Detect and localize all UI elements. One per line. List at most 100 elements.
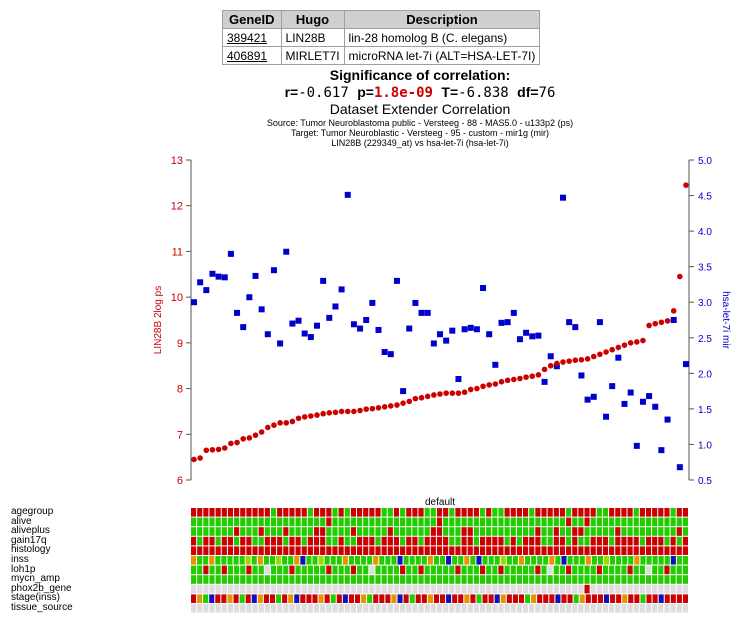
heatmap-cell bbox=[246, 604, 252, 613]
heatmap-cell bbox=[455, 527, 461, 536]
heatmap-cell bbox=[221, 517, 227, 527]
heatmap-cell bbox=[455, 575, 461, 584]
blue-point bbox=[363, 317, 370, 323]
red-point bbox=[234, 439, 240, 446]
heatmap-cell bbox=[307, 584, 313, 594]
heatmap-cell bbox=[252, 517, 258, 527]
red-point bbox=[554, 360, 560, 367]
heatmap-cell bbox=[430, 536, 436, 546]
heatmap-cell bbox=[234, 584, 240, 594]
heatmap-cell bbox=[535, 575, 541, 584]
heatmap-cell bbox=[313, 527, 320, 536]
heatmap-row-label: mycn_amp bbox=[11, 573, 60, 585]
heatmap-cell bbox=[400, 517, 406, 527]
heatmap-cell bbox=[633, 604, 639, 613]
heatmap-cell bbox=[596, 584, 602, 594]
heatmap-cell bbox=[406, 565, 412, 575]
heatmap-cell bbox=[559, 584, 566, 594]
heatmap-labels: agegroup alive aliveplus gain17q histology in… bbox=[11, 507, 73, 613]
heatmap-cell bbox=[498, 546, 504, 555]
heatmap-cell bbox=[627, 536, 633, 546]
heatmap-cell bbox=[264, 527, 270, 536]
blue-point bbox=[652, 403, 659, 410]
heatmap-cell bbox=[367, 594, 373, 603]
heatmap-cell bbox=[369, 575, 375, 584]
heatmap-cell bbox=[424, 546, 430, 555]
heatmap-cell bbox=[406, 527, 412, 536]
heatmap-cell bbox=[652, 565, 658, 575]
heatmap-cell bbox=[658, 508, 664, 517]
heatmap-cell bbox=[464, 594, 470, 603]
heatmap-cell bbox=[412, 604, 418, 613]
heatmap-cell bbox=[578, 546, 584, 555]
heatmap-row-label: stage(inss) bbox=[11, 592, 60, 604]
blue-point bbox=[369, 299, 376, 306]
heatmap-cell bbox=[421, 594, 427, 603]
heatmap-cell bbox=[584, 604, 590, 613]
heatmap-cell bbox=[393, 527, 400, 536]
heatmap-cell bbox=[246, 517, 252, 527]
red-point bbox=[535, 372, 542, 378]
heatmap-cell bbox=[363, 575, 369, 584]
heatmap-cell bbox=[566, 584, 572, 594]
heatmap-cell bbox=[535, 584, 541, 594]
heatmap-cell bbox=[433, 594, 439, 603]
heatmap-cell bbox=[670, 517, 676, 527]
heatmap-cell bbox=[645, 508, 652, 517]
heatmap-cell bbox=[258, 508, 264, 517]
heatmap-cell bbox=[664, 556, 670, 565]
heatmap-cell bbox=[609, 575, 615, 584]
heatmap-cell bbox=[283, 508, 289, 517]
heatmap-row-label: inss bbox=[11, 553, 29, 565]
heatmap-cell bbox=[326, 517, 332, 527]
blue-point bbox=[609, 383, 616, 390]
heatmap-cell bbox=[336, 594, 342, 603]
blue-point bbox=[560, 194, 566, 201]
heatmap-cell bbox=[301, 565, 307, 575]
left-tick-label: 11 bbox=[172, 246, 183, 258]
heatmap-cell bbox=[498, 527, 504, 536]
heatmap-cell bbox=[227, 536, 234, 546]
heatmap-cell bbox=[357, 517, 363, 527]
blue-point bbox=[664, 416, 671, 423]
p-value: 1.8e-09 bbox=[373, 85, 433, 101]
heatmap-cell bbox=[602, 546, 609, 555]
heatmap-cell bbox=[479, 527, 486, 536]
right-tick-label: 5.0 bbox=[698, 156, 712, 167]
right-tick-label: 3.0 bbox=[698, 298, 712, 309]
heatmap-cell bbox=[203, 594, 209, 603]
blue-point bbox=[627, 389, 634, 396]
red-point bbox=[560, 359, 566, 365]
heatmap-cell bbox=[330, 556, 336, 565]
heatmap-cell bbox=[658, 527, 664, 536]
heatmap-cell bbox=[357, 584, 363, 594]
heatmap-cell bbox=[387, 536, 393, 546]
heatmap-cell bbox=[553, 536, 559, 546]
heatmap-cell bbox=[391, 556, 397, 565]
heatmap-cell bbox=[615, 508, 621, 517]
blue-point bbox=[264, 331, 271, 338]
red-point bbox=[252, 432, 259, 439]
heatmap-cell bbox=[609, 536, 615, 546]
heatmap-cell bbox=[320, 604, 326, 613]
heatmap-cell bbox=[363, 527, 369, 536]
heatmap-cell bbox=[295, 546, 301, 555]
blue-point bbox=[252, 272, 259, 279]
blue-point bbox=[683, 361, 689, 368]
heatmap-cell bbox=[191, 565, 197, 575]
heatmap-cell bbox=[658, 556, 664, 565]
heatmap-cell bbox=[473, 536, 479, 546]
heatmap-cell bbox=[258, 604, 264, 613]
heatmap-cell bbox=[479, 517, 486, 527]
red-point bbox=[406, 398, 413, 405]
heatmap-cell bbox=[209, 527, 215, 536]
heatmap-cell bbox=[234, 517, 240, 527]
heatmap-cell bbox=[658, 584, 664, 594]
geneid-link[interactable]: 389421 bbox=[222, 28, 282, 47]
heatmap-cell bbox=[221, 575, 227, 584]
heatmap-cell bbox=[566, 527, 572, 536]
red-point bbox=[221, 445, 228, 451]
heatmap-cell bbox=[541, 508, 547, 517]
heatmap-cell bbox=[307, 565, 313, 575]
red-point bbox=[431, 392, 437, 398]
